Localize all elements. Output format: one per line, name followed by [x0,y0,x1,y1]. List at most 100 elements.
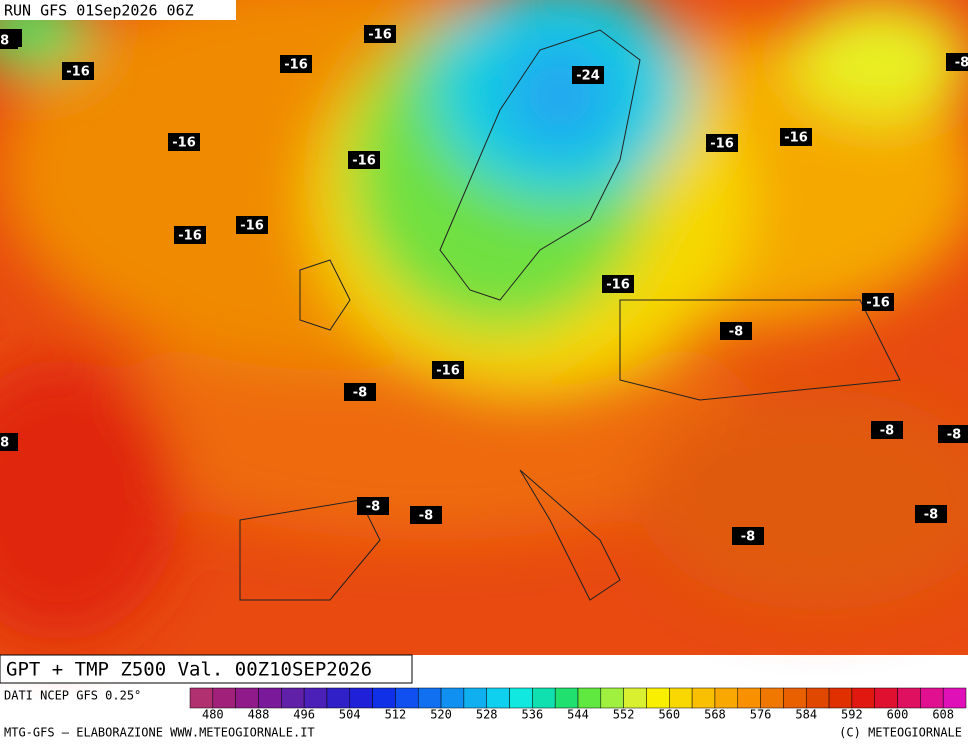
colorbar-swatch [258,687,282,709]
contour-label: -16 [602,275,634,293]
label-box [280,55,312,73]
colorbar-tick-label: 544 [567,708,589,722]
colorbar-tick-label: 560 [658,708,680,722]
credits-right: (C) METEOGIORNALE [839,726,962,740]
colorbar-tick-label: 576 [750,708,772,722]
contour-label: -8 [938,425,968,443]
contour-label: -16 [236,216,268,234]
colorbar-swatch [281,687,305,709]
colorbar-swatch [714,687,739,709]
label-box [871,421,903,439]
label-box [938,425,968,443]
colorbar-tick-label: 480 [202,708,224,722]
contour-label: -8 [946,53,968,71]
contour-label: -8 [410,506,442,524]
colorbar-tick-label: 496 [293,708,315,722]
label-text: -16 [284,58,308,73]
label-text: -16 [240,219,264,234]
colorbar-swatch [623,687,647,709]
colorbar-tick-label: 512 [385,708,407,722]
colorbar-swatch [920,687,944,709]
contour-label: -8 [732,527,764,545]
contour-label: -16 [168,133,200,151]
label-box [410,506,442,524]
colorbar-swatch [646,687,670,709]
label-text: -8 [353,386,367,401]
colorbar-tick-label: 536 [522,708,544,722]
colorbar-tick-label: 520 [430,708,452,722]
contour-label: -8 [357,497,389,515]
colorbar-swatch [760,687,784,709]
colorbar-swatch [554,687,579,709]
colorbar-swatch [737,687,761,709]
label-text: -8 [924,508,938,523]
colorbar-tick-label: 504 [339,708,361,722]
contour-label: -16 [364,25,396,43]
label-box [572,66,604,84]
label-box [236,216,268,234]
run-label: RUN GFS 01Sep2026 06Z [4,2,194,20]
label-text: -16 [352,154,376,169]
colorbar-swatch [303,687,328,709]
label-box [344,383,376,401]
colorbar-tick-label: 568 [704,708,726,722]
label-text: -24 [576,69,600,84]
label-text: -8 [741,530,755,545]
colorbar-swatch [828,687,853,709]
colorbar-tick-label: 600 [887,708,909,722]
colorbar-swatch [577,687,602,709]
colorbar-swatch [486,687,510,709]
label-text: -16 [178,229,202,244]
colorbar-swatch [463,687,487,709]
label-text: -8 [955,56,968,71]
contour-label: -8 [0,31,18,49]
colorbar-swatch [942,687,967,709]
contour-label: -8 [720,322,752,340]
label-box [348,151,380,169]
run-box [0,0,236,20]
label-box [706,134,738,152]
colorbar-tick-label: 528 [476,708,498,722]
colorbar-swatch [851,687,875,709]
colorbar-swatch [212,687,236,709]
label-box [862,293,894,311]
colorbar-swatch [326,687,351,709]
colorbar-swatch [189,687,214,709]
colorbar-tick-label: 584 [795,708,817,722]
colorbar-swatch [235,687,259,709]
map-title: GPT + TMP Z500 Val. 00Z10SEP2026 [6,659,372,681]
contour-label: -8 [0,433,18,451]
label-text: -8 [729,325,743,340]
label-box [915,505,947,523]
title-box [0,654,413,684]
label-text: -16 [710,137,734,152]
colorbar-tick-label: 552 [613,708,635,722]
label-box [0,433,18,451]
label-box [732,527,764,545]
label-text: -16 [606,278,630,293]
label-text: -16 [866,296,890,311]
contour-label: -8 [344,383,376,401]
contour-label: -16 [280,55,312,73]
label-text: -8 [366,500,380,515]
contour-label: -24 [572,66,604,84]
label-box [720,322,752,340]
colorbar-swatch [669,687,693,709]
label-box [432,361,464,379]
label-text: -8 [419,509,433,524]
colorbar-swatch [691,687,716,709]
colorbar-tick-label: 488 [248,708,270,722]
colorbar-swatch [783,687,807,709]
contour-label: -16 [62,62,94,80]
credits-left: MTG-GFS — ELABORAZIONE WWW.METEOGIORNALE… [4,726,315,740]
label-text: -16 [784,131,808,146]
contour-label: -16 [780,128,812,146]
label-box [168,133,200,151]
contour-label: -8 [871,421,903,439]
map-field [0,0,968,655]
colorbar-swatch [805,687,830,709]
colorbar-swatch [600,687,624,709]
contour-label: -16 [432,361,464,379]
colorbar-swatch [372,687,396,709]
